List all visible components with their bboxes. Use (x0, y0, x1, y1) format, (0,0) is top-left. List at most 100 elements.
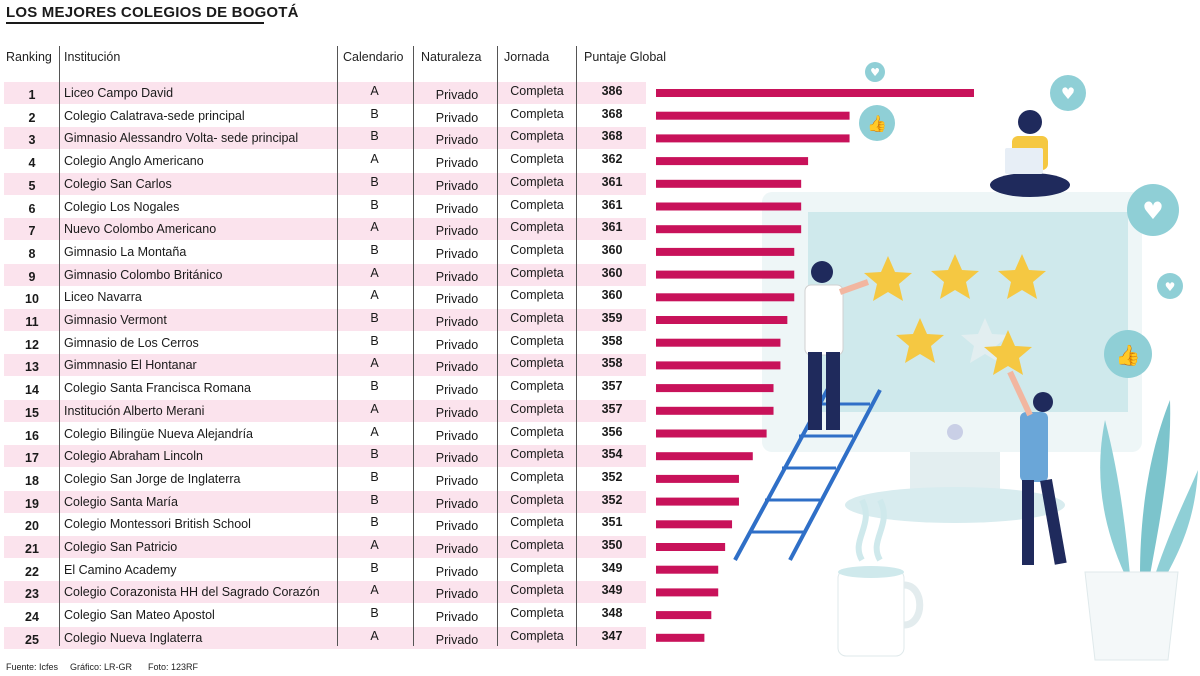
institution-cell: Nuevo Colombo Americano (64, 222, 217, 237)
institution-cell: Institución Alberto Merani (64, 403, 205, 418)
score-cell: 361 (601, 220, 623, 235)
table-row: 14 Colegio Santa Francisca Romana B Privado… (4, 377, 646, 399)
svg-text:♥: ♥ (870, 66, 880, 79)
calendar-cell: B (370, 447, 379, 462)
score-bar (656, 474, 739, 483)
score-bar (656, 293, 795, 302)
nature-cell: Privado (435, 405, 479, 420)
score-cell: 354 (601, 447, 623, 462)
institution-cell: Colegio Bilingüe Nueva Alejandría (64, 426, 254, 441)
rank-cell: 16 (25, 428, 39, 443)
score-bar (656, 406, 774, 415)
nature-cell: Privado (435, 156, 479, 171)
header-naturaleza: Naturaleza (421, 50, 482, 64)
schedule-cell: Completa (510, 356, 564, 371)
score-cell: 360 (601, 265, 623, 280)
calendar-cell: B (370, 469, 379, 484)
calendar-cell: B (370, 606, 379, 621)
table-row: 6 Colegio Los Nogales B Privado Completa 361 (4, 196, 646, 218)
nature-cell: Privado (435, 269, 479, 284)
column-divider (497, 46, 498, 646)
institution-cell: Colegio Anglo Americano (64, 154, 204, 169)
nature-cell: Privado (435, 360, 479, 375)
table-row: 20 Colegio Montessori British School B Priv… (4, 513, 646, 535)
table-row: 17 Colegio Abraham Lincoln B Privado Complet… (4, 445, 646, 468)
calendar-cell: B (370, 379, 379, 394)
calendar-cell: B (370, 129, 379, 144)
schedule-cell: Completa (510, 401, 564, 416)
score-bar (656, 611, 712, 620)
rank-cell: 12 (25, 337, 39, 352)
nature-cell: Privado (435, 564, 479, 579)
calendar-cell: B (370, 492, 379, 507)
institution-cell: Liceo Campo David (64, 86, 174, 100)
score-bar (656, 520, 733, 529)
institution-cell: Colegio Santa Francisca Romana (64, 381, 251, 396)
star-icon (998, 254, 1046, 299)
institution-cell: Colegio San Carlos (64, 176, 172, 191)
calendar-cell: A (370, 356, 379, 371)
rank-cell: 11 (25, 315, 39, 329)
thumbs-up-bubble-icon (859, 105, 895, 141)
score-cell: 360 (601, 288, 623, 303)
schedule-cell: Completa (510, 606, 564, 621)
score-bar (656, 225, 802, 234)
score-bar (656, 497, 739, 506)
nature-cell: Privado (435, 292, 479, 307)
institution-cell: Colegio Nueva Inglaterra (64, 630, 203, 645)
score-bar (656, 384, 774, 393)
score-bar (656, 633, 705, 642)
score-bar (656, 89, 974, 97)
star-icon (931, 254, 979, 299)
rank-cell: 25 (25, 632, 39, 647)
schedule-cell: Completa (510, 288, 564, 303)
schedule-cell: Completa (510, 379, 564, 394)
table-row: 13 Gimmnasio El Hontanar A Privado Completa 3… (4, 354, 646, 377)
rank-cell: 22 (25, 564, 39, 579)
table-row: 3 Gimnasio Alessandro Volta- sede princip… (4, 127, 646, 150)
score-cell: 357 (601, 401, 623, 416)
schedule-cell: Completa (510, 106, 564, 121)
score-bar (656, 179, 802, 188)
nature-cell: Privado (435, 383, 479, 398)
table-row: 7 Nuevo Colombo Americano A Privado Completa… (4, 218, 646, 241)
nature-cell: Privado (435, 337, 479, 352)
table-row: 22 El Camino Academy B Privado Completa 349 (4, 559, 646, 581)
nature-cell: Privado (435, 632, 479, 647)
rank-cell: 4 (28, 156, 36, 171)
heart-bubble-icon (1050, 75, 1086, 111)
calendar-cell: B (370, 560, 379, 575)
score-cell: 358 (601, 356, 623, 371)
table-row: 15 Institución Alberto Merani A Privado Comp… (4, 399, 646, 422)
person-icon (1033, 392, 1053, 412)
institution-cell: Gimnasio Vermont (64, 313, 167, 327)
rank-cell: 14 (25, 383, 39, 398)
score-cell: 386 (601, 84, 623, 98)
score-cell: 352 (601, 492, 623, 507)
institution-cell: Colegio Abraham Lincoln (64, 449, 203, 464)
institution-cell: Colegio Los Nogales (64, 199, 180, 214)
schedule-cell: Completa (510, 628, 564, 643)
nature-cell: Privado (435, 496, 479, 511)
calendar-cell: B (370, 242, 379, 257)
institution-cell: El Camino Academy (64, 562, 177, 577)
rank-cell: 23 (25, 587, 39, 602)
header-calendario: Calendario (343, 50, 404, 64)
monitor-screen-icon (808, 212, 1128, 412)
score-bar (656, 543, 726, 551)
thumbs-up-bubble-icon (1104, 330, 1152, 378)
heart-bubble-icon (865, 62, 885, 82)
plant-pot-icon (1084, 571, 1179, 661)
column-divider (337, 46, 338, 646)
score-cell: 349 (601, 560, 623, 575)
score-bar (656, 565, 719, 574)
schedule-cell: Completa (510, 174, 564, 189)
score-bar (656, 157, 809, 166)
calendar-cell: A (370, 265, 379, 280)
calendar-cell: A (370, 424, 379, 439)
nature-cell: Privado (435, 451, 479, 466)
table-row: 8 Gimnasio La Montaña B Privado Completa 360 (4, 241, 646, 263)
calendar-cell: B (370, 515, 379, 530)
score-cell: 350 (601, 538, 623, 552)
